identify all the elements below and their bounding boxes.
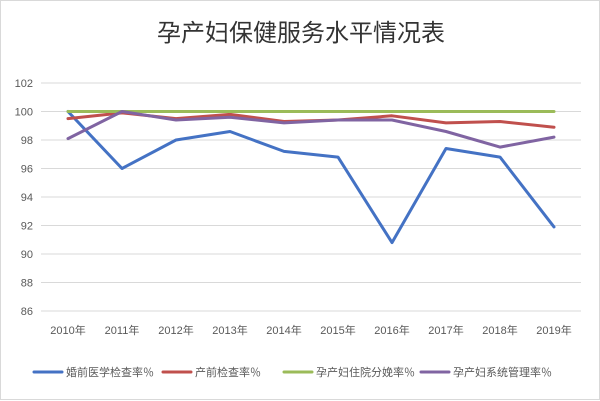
- x-tick-label: 2016年: [374, 323, 409, 337]
- x-tick-label: 2017年: [428, 323, 463, 337]
- series-line-1: [66, 110, 556, 245]
- x-tick-label: 2013年: [212, 323, 247, 337]
- x-tick-label: 2015年: [320, 323, 355, 337]
- y-tick-label: 86: [21, 306, 33, 318]
- y-axis-ticks: 86 88 90 92 94 96 98 100 102: [15, 78, 33, 318]
- legend-label-1: 婚前医学检查率％: [66, 365, 154, 379]
- y-tick-label: 90: [21, 249, 33, 261]
- series-lines: [66, 110, 556, 245]
- y-tick-label: 94: [21, 192, 33, 204]
- x-tick-label: 2011年: [105, 323, 140, 337]
- y-tick-label: 92: [21, 221, 33, 233]
- x-tick-label: 2018年: [482, 323, 517, 337]
- legend-label-3: 孕产妇住院分娩率％: [316, 365, 415, 379]
- series-line-4: [66, 110, 556, 149]
- y-tick-label: 88: [21, 278, 33, 290]
- y-tick-label: 98: [21, 135, 33, 147]
- y-tick-label: 100: [15, 107, 33, 119]
- legend-label-2: 产前检查率％: [195, 365, 261, 379]
- legend-label-4: 孕产妇系统管理率％: [453, 365, 552, 379]
- x-tick-label: 2012年: [158, 323, 193, 337]
- gridlines: [41, 82, 581, 312]
- y-tick-label: 96: [21, 164, 33, 176]
- x-axis-ticks: 2010年 2011年 2012年 2013年 2014年 2015年 2016年 2017年…: [50, 323, 571, 337]
- y-tick-label: 102: [15, 78, 33, 90]
- x-tick-label: 2019年: [536, 323, 571, 337]
- x-tick-label: 2014年: [266, 323, 301, 337]
- legend: 婚前医学检查率％ 产前检查率％ 孕产妇住院分娩率％ 孕产妇系统管理率％: [32, 365, 552, 379]
- chart-title: 孕产妇保健服务水平情况表: [157, 19, 445, 47]
- x-tick-label: 2010年: [50, 323, 85, 337]
